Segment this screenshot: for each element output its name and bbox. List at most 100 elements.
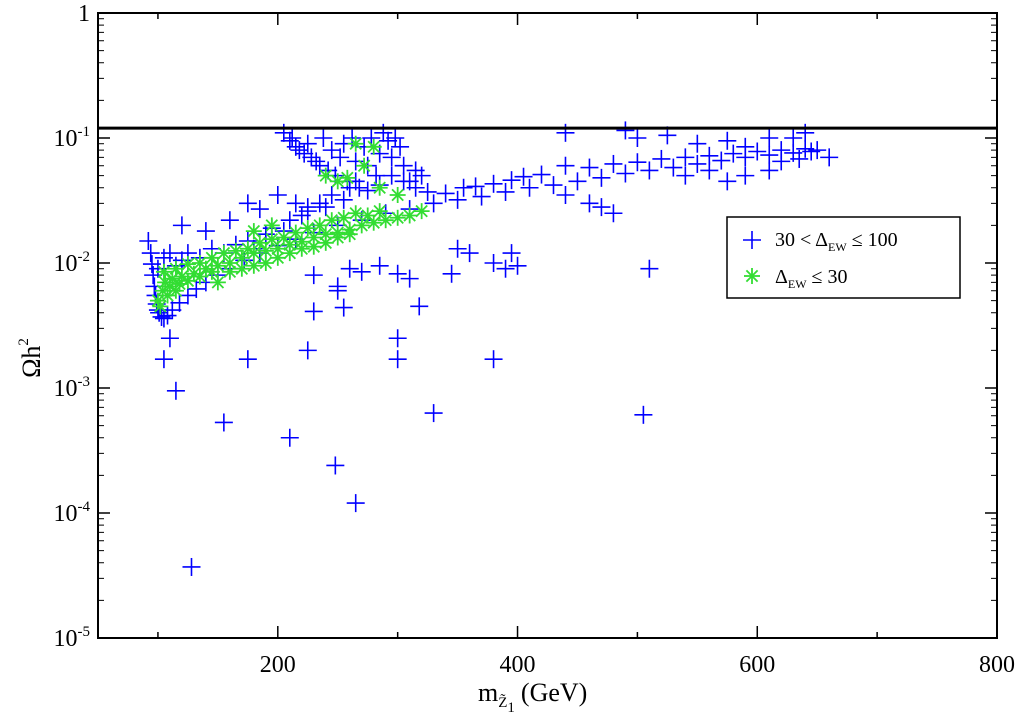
data-point-plus	[532, 165, 551, 184]
data-point-plus	[700, 161, 719, 180]
data-point-star	[365, 138, 382, 155]
data-point-plus	[286, 194, 305, 213]
data-point-plus	[187, 279, 206, 298]
data-point-plus	[448, 190, 467, 209]
data-point-plus	[160, 244, 179, 263]
data-point-plus	[736, 137, 755, 156]
data-point-star	[191, 255, 208, 271]
data-point-star	[159, 287, 176, 304]
data-point-plus	[460, 244, 479, 263]
data-point-plus	[568, 172, 587, 191]
data-point-plus	[307, 152, 326, 171]
data-point-plus	[448, 239, 467, 258]
data-point-plus	[310, 156, 329, 175]
data-point-plus	[580, 194, 599, 213]
data-point-plus	[358, 181, 377, 200]
data-point-plus	[418, 182, 437, 201]
data-point-plus	[496, 182, 515, 201]
legend: 30 < ΔEW ≤ 100 ΔEW ≤ 30	[726, 216, 961, 299]
data-point-star	[179, 256, 196, 273]
data-point-plus	[352, 262, 371, 281]
data-point-plus	[391, 137, 410, 156]
data-point-plus	[388, 350, 407, 369]
y-tick-label: 10-2	[54, 249, 91, 277]
data-point-plus	[628, 153, 647, 172]
data-point-plus	[796, 139, 815, 158]
data-point-plus	[592, 198, 611, 217]
plot-area	[97, 12, 998, 639]
data-point-star	[152, 298, 169, 315]
series-green-star	[149, 135, 430, 315]
data-point-plus	[322, 141, 341, 160]
minor-ticks	[98, 13, 997, 638]
data-point-plus	[268, 185, 287, 204]
x-axis-title: mZ̃1(GeV)	[478, 678, 587, 716]
data-point-plus	[466, 177, 485, 196]
data-point-plus	[298, 134, 317, 153]
data-point-star	[209, 274, 226, 291]
data-point-plus	[334, 298, 353, 317]
data-point-star	[339, 169, 356, 186]
data-point-plus	[718, 131, 737, 150]
data-point-plus	[544, 176, 563, 195]
data-point-plus	[604, 154, 623, 173]
data-point-star	[275, 229, 292, 246]
data-point-plus	[688, 154, 707, 173]
data-point-plus	[472, 187, 491, 206]
data-point-star	[353, 217, 370, 234]
y-tick-label: 10-3	[54, 374, 91, 402]
data-point-plus	[628, 129, 647, 147]
data-point-plus	[331, 148, 350, 167]
data-point-star	[341, 226, 358, 243]
data-point-plus	[220, 211, 239, 230]
data-point-plus	[386, 129, 405, 147]
data-point-plus	[808, 141, 827, 160]
data-point-plus	[724, 144, 743, 163]
legend-marker-plus	[743, 231, 761, 249]
data-point-plus	[334, 190, 353, 209]
data-point-plus	[736, 166, 755, 185]
data-point-star	[257, 255, 274, 271]
data-point-star	[305, 238, 322, 255]
data-point-star	[377, 212, 394, 229]
data-point-plus	[664, 158, 683, 177]
data-point-plus	[784, 129, 803, 147]
data-point-star	[233, 260, 250, 277]
y-tick-label: 10-1	[54, 124, 91, 152]
data-point-plus	[454, 178, 473, 197]
data-point-plus	[442, 264, 461, 283]
data-point-star	[323, 212, 340, 229]
x-tick-label: 200	[260, 652, 296, 678]
data-point-star	[356, 157, 373, 174]
data-point-plus	[238, 194, 257, 213]
data-point-plus	[410, 297, 429, 316]
data-point-star	[359, 207, 376, 224]
data-point-plus	[302, 148, 321, 167]
data-point-star	[293, 240, 310, 257]
data-point-star	[401, 207, 418, 224]
data-point-plus	[304, 266, 323, 285]
data-point-plus	[652, 149, 671, 168]
y-tick-label: 10-4	[54, 499, 91, 527]
data-point-plus	[370, 256, 389, 275]
data-point-plus	[280, 211, 299, 230]
data-point-star	[263, 231, 280, 248]
data-point-plus	[250, 200, 269, 219]
data-point-plus	[760, 146, 779, 165]
data-point-plus	[718, 172, 737, 191]
data-point-star	[299, 220, 316, 237]
data-point-star	[281, 245, 298, 262]
data-point-plus	[316, 198, 335, 217]
data-point-plus	[322, 185, 341, 204]
y-tick-labels: 10-5 10-4 10-3 10-2 10-1 1	[54, 1, 91, 652]
data-point-star	[221, 263, 238, 280]
data-point-star	[347, 135, 364, 152]
data-point-plus	[616, 164, 635, 183]
data-point-plus	[388, 264, 407, 283]
data-point-plus	[772, 152, 791, 171]
data-point-plus	[388, 329, 407, 348]
data-point-star	[371, 203, 388, 220]
data-point-star	[317, 234, 334, 251]
data-point-plus	[139, 231, 158, 250]
